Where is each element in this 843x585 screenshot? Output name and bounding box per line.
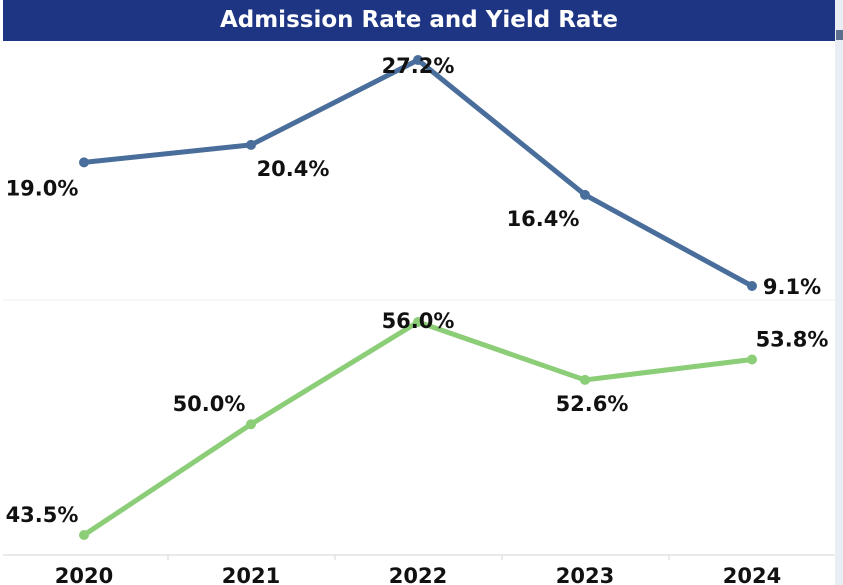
admission-point-2024 [747, 281, 757, 291]
admission-series-line [81, 57, 755, 289]
x-tick-label-2021: 2021 [222, 564, 280, 585]
yield-data-label-2022: 56.0% [382, 309, 455, 333]
yield-data-label-2024: 53.8% [756, 327, 829, 351]
yield-point-2022 [413, 317, 423, 327]
yield-data-label-2021: 50.0% [173, 392, 246, 416]
window-edge [835, 0, 843, 585]
scroll-handle[interactable] [836, 30, 843, 40]
admission-data-label-2024: 9.1% [763, 275, 821, 299]
admission-point-2021 [246, 139, 256, 150]
admission-point-2022 [413, 55, 423, 65]
admission-point-2023 [580, 189, 590, 200]
yield-point-2023 [580, 374, 590, 385]
x-tick-label-2020: 2020 [55, 564, 113, 585]
x-tick-label-2022: 2022 [389, 564, 447, 585]
chart-title: Admission Rate and Yield Rate [3, 0, 835, 41]
yield-data-label-2020: 43.5% [6, 503, 79, 527]
x-tick-label-2024: 2024 [723, 564, 781, 585]
x-tick-label-2023: 2023 [556, 564, 614, 585]
x-axis-ticks: 2020 2021 2022 2023 2024 [55, 555, 781, 585]
admission-data-label-2022: 27.2% [382, 54, 455, 78]
yield-point-2021 [246, 419, 256, 430]
yield-point-2024 [747, 354, 757, 365]
admission-data-label-2023: 16.4% [507, 207, 580, 231]
yield-data-label-2023: 52.6% [556, 392, 629, 416]
admission-point-2020 [79, 157, 89, 168]
admission-rate-panel: 19.0% 20.4% 27.2% 16.4% 9.1% [6, 54, 822, 299]
yield-rate-panel: 43.5% 50.0% 56.0% 52.6% 53.8% [6, 309, 829, 540]
admission-data-label-2020: 19.0% [6, 176, 79, 200]
yield-series-line [81, 319, 755, 538]
yield-point-2020 [79, 530, 89, 540]
admission-data-label-2021: 20.4% [257, 157, 330, 181]
